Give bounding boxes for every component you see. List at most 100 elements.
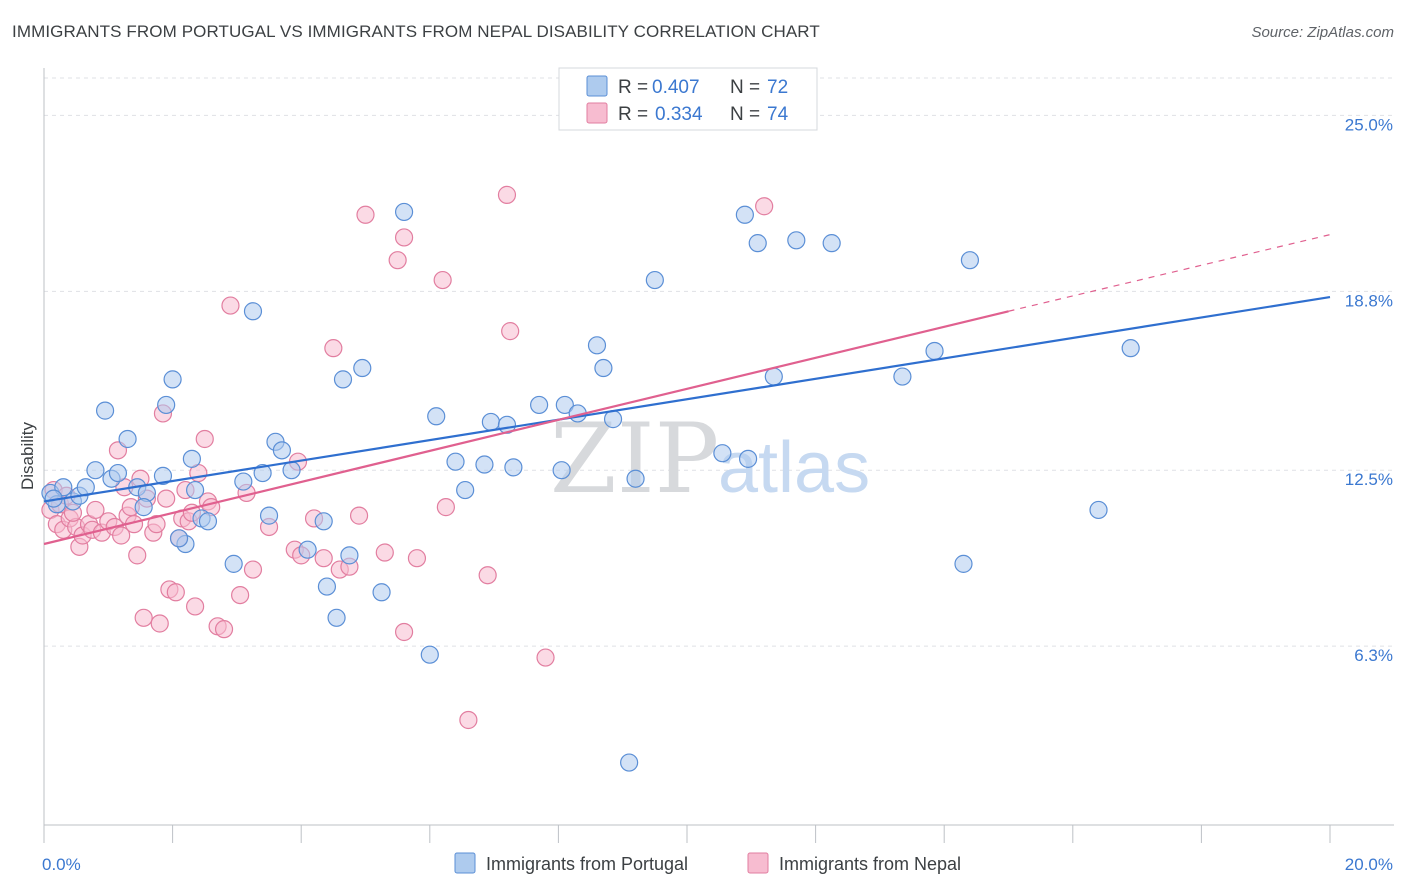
point-portugal-54 xyxy=(645,270,664,290)
trend-line-portugal xyxy=(43,295,1331,503)
point-portugal-42 xyxy=(481,412,500,432)
point-portugal-60 xyxy=(787,231,806,250)
y-tick-label-2: 18.8% xyxy=(1345,291,1393,310)
legend-n-label-portugal: N = xyxy=(730,77,760,98)
point-portugal-36 xyxy=(394,202,414,222)
point-nepal-50 xyxy=(324,339,343,358)
point-nepal-61 xyxy=(436,498,455,517)
point-nepal-41 xyxy=(221,296,240,315)
point-portugal-7 xyxy=(95,401,115,420)
top-legend: R = 0.407 N = 72 R = 0.334 N = 74 xyxy=(558,67,818,131)
trend-lines xyxy=(43,234,1331,546)
legend-n-label-nepal: N = xyxy=(730,104,760,125)
bottom-legend-label-portugal: Immigrants from Portugal xyxy=(486,854,688,874)
legend-n-value-portugal: 72 xyxy=(767,77,788,98)
trend-line-nepal xyxy=(43,310,1009,546)
point-portugal-45 xyxy=(530,395,549,415)
point-nepal-67 xyxy=(755,197,774,216)
point-portugal-29 xyxy=(314,512,333,531)
point-portugal-23 xyxy=(243,302,263,321)
legend-swatch-portugal xyxy=(586,75,608,97)
y-tick-label-1: 12.5% xyxy=(1345,470,1393,489)
point-nepal-65 xyxy=(501,322,520,341)
point-portugal-71 xyxy=(272,441,292,460)
point-nepal-59 xyxy=(407,549,427,568)
x-tick-label-0: 0.0% xyxy=(42,855,81,874)
point-nepal-54 xyxy=(356,205,375,224)
point-portugal-33 xyxy=(340,546,359,565)
point-portugal-64 xyxy=(954,554,973,573)
bottom-legend-label-nepal: Immigrants from Nepal xyxy=(779,854,961,874)
point-portugal-63 xyxy=(925,341,944,361)
point-nepal-62 xyxy=(478,566,497,585)
point-nepal-25 xyxy=(150,614,169,633)
point-portugal-21 xyxy=(224,554,243,573)
point-portugal-49 xyxy=(587,336,607,355)
point-nepal-58 xyxy=(394,622,414,642)
legend-n-value-nepal: 74 xyxy=(767,104,789,125)
point-portugal-20 xyxy=(198,512,218,531)
point-portugal-22 xyxy=(234,472,253,491)
gridlines xyxy=(44,77,1394,647)
point-nepal-29 xyxy=(166,583,185,602)
y-axis-label: Disability xyxy=(18,421,37,490)
point-portugal-58 xyxy=(748,234,767,253)
point-portugal-44 xyxy=(504,458,523,477)
point-nepal-49 xyxy=(314,549,333,568)
point-nepal-63 xyxy=(459,710,478,730)
legend-r-label-nepal: R = xyxy=(618,104,648,125)
point-portugal-35 xyxy=(372,583,391,602)
point-portugal-56 xyxy=(738,449,758,468)
point-nepal-57 xyxy=(394,228,414,247)
point-portugal-41 xyxy=(475,455,494,474)
point-nepal-15 xyxy=(112,526,131,545)
point-nepal-21 xyxy=(134,608,153,627)
point-portugal-24 xyxy=(259,506,279,525)
point-portugal-30 xyxy=(317,577,337,596)
point-portugal-59 xyxy=(764,367,783,386)
point-portugal-70 xyxy=(169,529,189,548)
legend-r-value-nepal: 0.334 xyxy=(655,104,703,125)
y-tick-label-3: 25.0% xyxy=(1345,115,1393,134)
point-nepal-19 xyxy=(128,546,147,565)
point-nepal-44 xyxy=(243,560,263,579)
trend-line-nepal-extension xyxy=(1008,234,1331,312)
watermark-atlas: atlas xyxy=(718,428,870,508)
point-portugal-67 xyxy=(1121,339,1140,358)
series-portugal-points xyxy=(41,202,1140,772)
point-portugal-9 xyxy=(108,463,128,483)
point-portugal-62 xyxy=(893,367,912,386)
point-nepal-27 xyxy=(157,489,176,508)
x-tick-label-1: 20.0% xyxy=(1345,855,1393,874)
point-portugal-13 xyxy=(153,466,173,485)
point-nepal-53 xyxy=(349,506,369,525)
point-portugal-39 xyxy=(446,452,465,471)
watermark: ZIP atlas xyxy=(550,403,870,515)
point-portugal-57 xyxy=(735,205,754,224)
point-nepal-40 xyxy=(214,620,234,639)
point-portugal-47 xyxy=(555,395,574,415)
point-portugal-15 xyxy=(163,370,182,389)
point-nepal-42 xyxy=(231,585,250,605)
legend-r-label-portugal: R = xyxy=(618,77,648,98)
point-portugal-17 xyxy=(186,480,205,500)
point-nepal-56 xyxy=(388,251,407,270)
point-portugal-10 xyxy=(118,429,137,449)
point-portugal-55 xyxy=(713,444,732,463)
point-nepal-24 xyxy=(147,515,166,534)
point-portugal-18 xyxy=(182,449,201,468)
point-nepal-60 xyxy=(433,270,452,290)
point-portugal-40 xyxy=(456,480,475,500)
bottom-legend-swatch-nepal xyxy=(747,852,769,874)
point-nepal-64 xyxy=(497,185,517,204)
point-nepal-34 xyxy=(186,597,205,616)
bottom-legend-swatch-portugal xyxy=(454,852,476,874)
legend-r-value-portugal: 0.407 xyxy=(652,77,700,98)
point-portugal-53 xyxy=(626,469,645,488)
point-nepal-10 xyxy=(86,500,105,520)
point-portugal-26 xyxy=(253,463,272,483)
chart-source: Source: ZipAtlas.com xyxy=(1251,24,1394,41)
point-portugal-6 xyxy=(86,461,105,480)
point-portugal-32 xyxy=(333,370,353,389)
